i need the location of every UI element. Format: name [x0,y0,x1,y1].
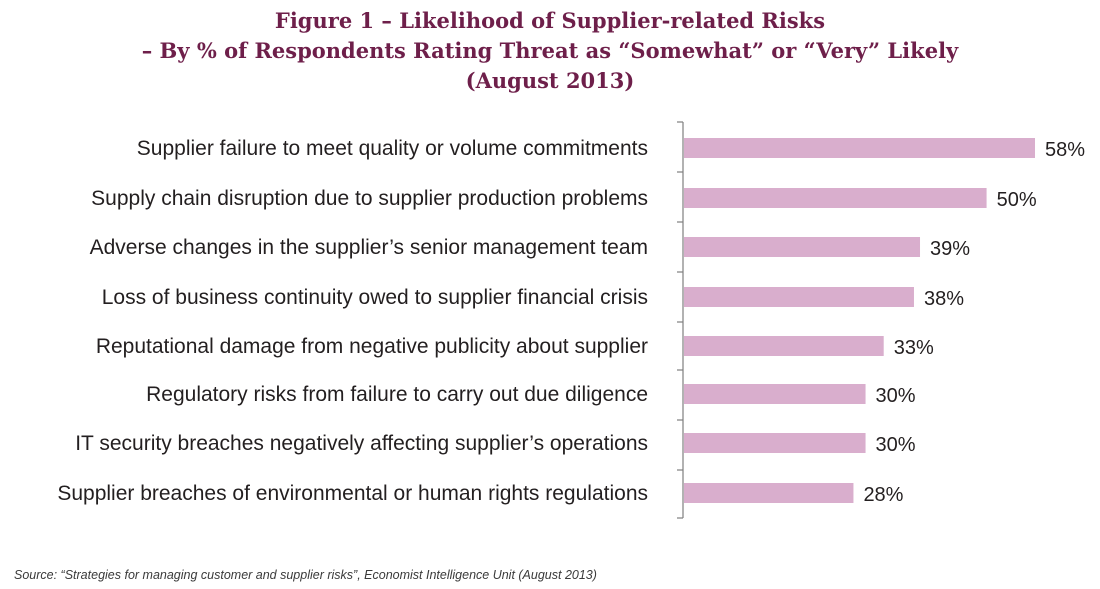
category-label: Loss of business continuity owed to supp… [102,286,648,309]
value-label: 30% [876,434,916,456]
value-label: 30% [876,385,916,407]
category-label: Supplier failure to meet quality or volu… [137,137,648,160]
category-label: Supply chain disruption due to supplier … [91,187,648,210]
category-label: Supplier breaches of environmental or hu… [57,482,648,505]
bar [684,138,1035,158]
source-note: Source: “Strategies for managing custome… [14,568,597,582]
value-label: 39% [930,238,970,260]
bar [684,483,854,503]
category-label: Regulatory risks from failure to carry o… [146,383,648,406]
category-label: Reputational damage from negative public… [96,335,648,358]
bar [684,433,866,453]
chart-title: Figure 1 – Likelihood of Supplier-relate… [0,6,1100,96]
bar [684,287,914,307]
category-label: IT security breaches negatively affectin… [75,432,648,455]
value-label: 50% [997,189,1037,211]
value-label: 58% [1045,139,1085,161]
value-label: 38% [924,288,964,310]
bar [684,384,866,404]
bar [684,336,884,356]
chart-title-line-2: – By % of Respondents Rating Threat as “… [141,38,959,63]
value-label: 33% [894,337,934,359]
chart-title-line-3: (August 2013) [465,68,635,93]
bar [684,237,921,257]
bar [684,188,987,208]
value-label: 28% [863,484,903,506]
category-label: Adverse changes in the supplier’s senior… [90,236,648,259]
chart-title-line-1: Figure 1 – Likelihood of Supplier-relate… [274,8,826,33]
